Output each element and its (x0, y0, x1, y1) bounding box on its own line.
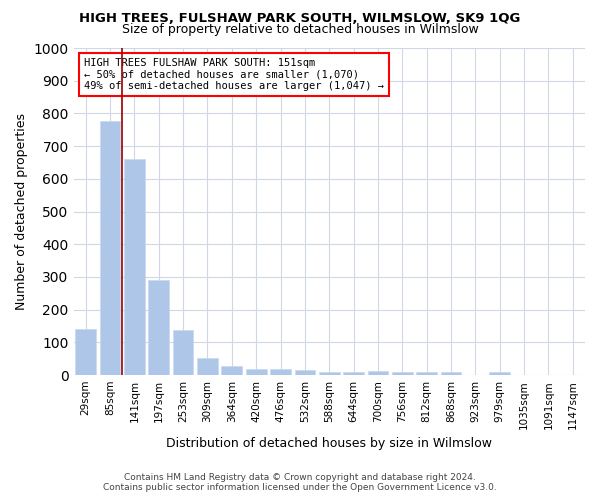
Y-axis label: Number of detached properties: Number of detached properties (15, 113, 28, 310)
Text: HIGH TREES, FULSHAW PARK SOUTH, WILMSLOW, SK9 1QG: HIGH TREES, FULSHAW PARK SOUTH, WILMSLOW… (79, 12, 521, 26)
Bar (319, 372, 340, 375)
Bar (392, 372, 413, 375)
Bar (197, 358, 218, 375)
Bar (368, 371, 388, 375)
Bar (270, 368, 291, 375)
Bar (100, 120, 121, 375)
Text: HIGH TREES FULSHAW PARK SOUTH: 151sqm
← 50% of detached houses are smaller (1,07: HIGH TREES FULSHAW PARK SOUTH: 151sqm ← … (84, 58, 384, 91)
Bar (124, 159, 145, 375)
Bar (173, 330, 193, 375)
Text: Contains HM Land Registry data © Crown copyright and database right 2024.
Contai: Contains HM Land Registry data © Crown c… (103, 473, 497, 492)
Bar (490, 372, 510, 375)
Bar (440, 372, 461, 375)
Bar (343, 372, 364, 375)
X-axis label: Distribution of detached houses by size in Wilmslow: Distribution of detached houses by size … (166, 437, 492, 450)
Bar (221, 366, 242, 375)
Text: Size of property relative to detached houses in Wilmslow: Size of property relative to detached ho… (122, 22, 478, 36)
Bar (416, 372, 437, 375)
Bar (295, 370, 315, 375)
Bar (246, 368, 266, 375)
Bar (76, 330, 96, 375)
Bar (148, 280, 169, 375)
